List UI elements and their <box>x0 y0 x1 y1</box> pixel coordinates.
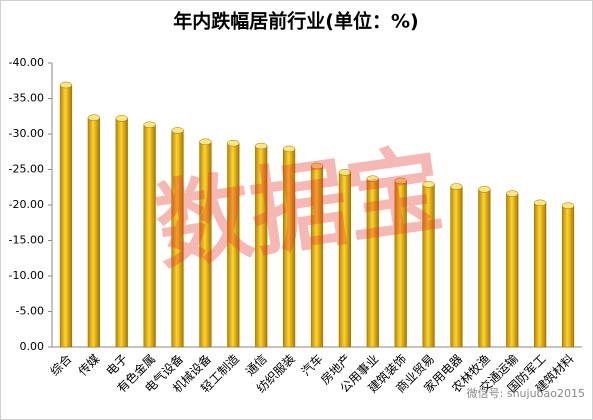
bar-cap <box>561 202 575 209</box>
chart-title: 年内跌幅居前行业(单位：%) <box>173 10 418 33</box>
bar-cap <box>282 145 296 153</box>
bar-cap <box>87 114 100 121</box>
bar-cap <box>255 142 268 150</box>
bar-cap <box>143 121 156 129</box>
bar-cap <box>338 169 352 176</box>
bar-cap <box>478 186 491 193</box>
bar <box>561 205 575 348</box>
wechat-id: 微信号: shujubao2015 <box>467 386 585 400</box>
y-tick-label: -25.00 <box>9 163 44 176</box>
bar <box>87 117 100 348</box>
bar-cap <box>506 190 519 197</box>
y-tick-label: -5.00 <box>16 305 44 318</box>
bar <box>534 202 547 348</box>
bar-cap <box>534 199 547 207</box>
bar-cap <box>115 115 128 122</box>
bar <box>450 186 463 348</box>
bar-cap <box>310 162 324 170</box>
bar-cap <box>394 177 407 185</box>
bar-cap <box>227 139 240 147</box>
y-tick-label: -40.00 <box>9 56 44 69</box>
bar <box>506 193 519 348</box>
bar <box>59 84 73 348</box>
bar <box>115 118 128 348</box>
bar-cap <box>366 175 379 182</box>
bar-cap <box>171 127 184 134</box>
bar-cap <box>422 181 435 188</box>
y-tick-label: -10.00 <box>9 269 44 282</box>
y-tick-label: -20.00 <box>9 198 44 211</box>
bar-cap <box>199 138 212 146</box>
bar-cap <box>450 183 463 190</box>
bar <box>143 124 156 348</box>
y-tick-label: -15.00 <box>9 234 44 247</box>
bar-cap <box>59 81 73 89</box>
y-tick-label: 0.00 <box>20 340 45 353</box>
bar <box>478 189 491 348</box>
y-tick-label: -30.00 <box>9 127 44 140</box>
y-tick-label: -35.00 <box>9 92 44 105</box>
